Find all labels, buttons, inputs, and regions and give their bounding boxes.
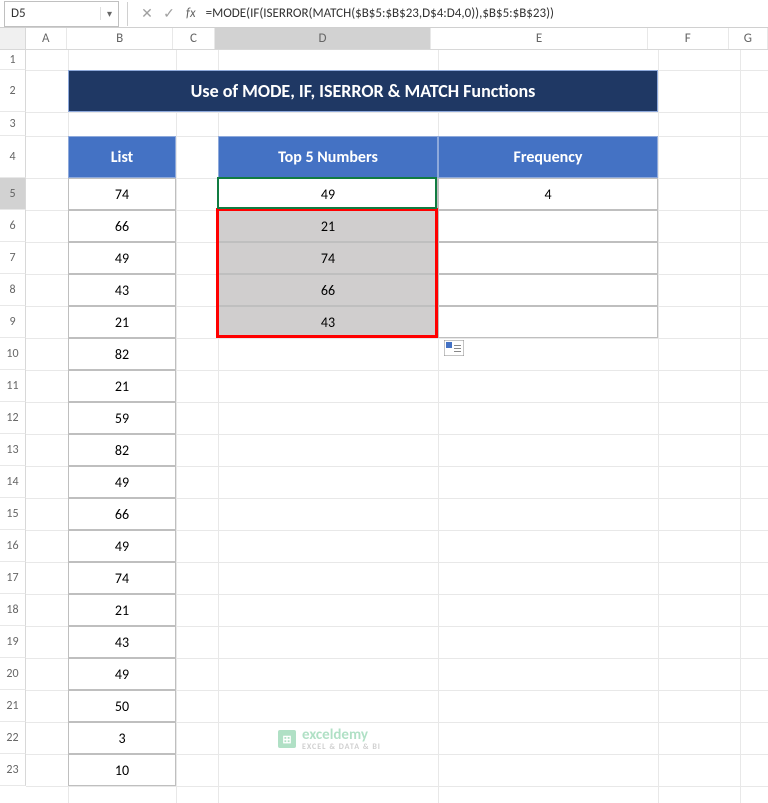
row-header-4[interactable]: 4 xyxy=(0,136,26,178)
top5-cell[interactable]: 74 xyxy=(218,242,438,274)
row-header-22[interactable]: 22 xyxy=(0,722,26,754)
col-header-G[interactable]: G xyxy=(729,28,768,49)
row-header-7[interactable]: 7 xyxy=(0,242,26,274)
col-header-D[interactable]: D xyxy=(215,28,432,49)
watermark: ⊞exceldemyEXCEL & DATA & BI xyxy=(278,726,381,752)
autofill-options-icon[interactable] xyxy=(444,340,464,356)
freq-cell-empty[interactable] xyxy=(438,242,658,274)
list-cell[interactable]: 49 xyxy=(68,466,176,498)
list-cell[interactable]: 59 xyxy=(68,402,176,434)
row-header-18[interactable]: 18 xyxy=(0,594,26,626)
select-all-corner[interactable] xyxy=(0,28,26,49)
table-header: List xyxy=(68,136,176,178)
top5-cell[interactable]: 21 xyxy=(218,210,438,242)
row-header-19[interactable]: 19 xyxy=(0,626,26,658)
formula-bar-input[interactable]: =MODE(IF(ISERROR(MATCH($B$5:$B$23,D$4:D4… xyxy=(202,6,554,21)
cells-container[interactable]: Use of MODE, IF, ISERROR & MATCH Functio… xyxy=(26,50,768,803)
top5-cell[interactable]: 66 xyxy=(218,274,438,306)
name-box[interactable]: D5 ▾ xyxy=(4,1,119,27)
list-cell[interactable]: 50 xyxy=(68,690,176,722)
list-cell[interactable]: 66 xyxy=(68,498,176,530)
separator xyxy=(127,2,128,26)
row-header-12[interactable]: 12 xyxy=(0,402,26,434)
cancel-icon[interactable]: ✕ xyxy=(136,5,158,22)
spreadsheet-area: ABCDEFG 12345678910111213141516171819202… xyxy=(0,28,768,803)
row-header-1[interactable]: 1 xyxy=(0,50,26,70)
freq-cell-empty[interactable] xyxy=(438,306,658,338)
row-header-21[interactable]: 21 xyxy=(0,690,26,722)
name-box-value: D5 xyxy=(5,6,100,21)
row-header-9[interactable]: 9 xyxy=(0,306,26,338)
formula-bar-row: D5 ▾ ✕ ✓ fx =MODE(IF(ISERROR(MATCH($B$5:… xyxy=(0,0,768,28)
list-cell[interactable]: 21 xyxy=(68,306,176,338)
row-headers: 1234567891011121314151617181920212223 xyxy=(0,50,26,803)
list-cell[interactable]: 3 xyxy=(68,722,176,754)
list-cell[interactable]: 82 xyxy=(68,434,176,466)
freq-cell-empty[interactable] xyxy=(438,210,658,242)
col-header-A[interactable]: A xyxy=(26,28,67,49)
fx-icon[interactable]: fx xyxy=(186,6,196,21)
col-header-F[interactable]: F xyxy=(648,28,729,49)
list-cell[interactable]: 49 xyxy=(68,658,176,690)
row-header-15[interactable]: 15 xyxy=(0,498,26,530)
list-cell[interactable]: 82 xyxy=(68,338,176,370)
list-cell[interactable]: 49 xyxy=(68,530,176,562)
list-cell[interactable]: 21 xyxy=(68,594,176,626)
row-header-8[interactable]: 8 xyxy=(0,274,26,306)
name-box-dropdown-icon[interactable]: ▾ xyxy=(100,7,118,20)
list-cell[interactable]: 66 xyxy=(68,210,176,242)
row-header-17[interactable]: 17 xyxy=(0,562,26,594)
row-header-13[interactable]: 13 xyxy=(0,434,26,466)
top5-cell[interactable]: 49 xyxy=(218,178,438,210)
list-cell[interactable]: 43 xyxy=(68,274,176,306)
grid-body: 1234567891011121314151617181920212223 Us… xyxy=(0,50,768,803)
title-banner: Use of MODE, IF, ISERROR & MATCH Functio… xyxy=(68,70,658,112)
row-header-10[interactable]: 10 xyxy=(0,338,26,370)
row-header-14[interactable]: 14 xyxy=(0,466,26,498)
enter-icon[interactable]: ✓ xyxy=(158,5,180,22)
row-header-20[interactable]: 20 xyxy=(0,658,26,690)
table-header: Top 5 Numbers xyxy=(218,136,438,178)
row-header-5[interactable]: 5 xyxy=(0,178,26,210)
col-header-B[interactable]: B xyxy=(67,28,173,49)
list-cell[interactable]: 49 xyxy=(68,242,176,274)
list-cell[interactable]: 21 xyxy=(68,370,176,402)
row-header-11[interactable]: 11 xyxy=(0,370,26,402)
row-header-23[interactable]: 23 xyxy=(0,754,26,786)
top5-cell[interactable]: 43 xyxy=(218,306,438,338)
freq-cell[interactable]: 4 xyxy=(438,178,658,210)
col-header-E[interactable]: E xyxy=(431,28,648,49)
col-header-C[interactable]: C xyxy=(173,28,214,49)
list-cell[interactable]: 10 xyxy=(68,754,176,786)
list-cell[interactable]: 74 xyxy=(68,178,176,210)
list-cell[interactable]: 74 xyxy=(68,562,176,594)
row-header-16[interactable]: 16 xyxy=(0,530,26,562)
freq-cell-empty[interactable] xyxy=(438,274,658,306)
column-headers: ABCDEFG xyxy=(0,28,768,50)
row-header-2[interactable]: 2 xyxy=(0,70,26,112)
list-cell[interactable]: 43 xyxy=(68,626,176,658)
row-header-6[interactable]: 6 xyxy=(0,210,26,242)
table-header: Frequency xyxy=(438,136,658,178)
row-header-3[interactable]: 3 xyxy=(0,112,26,136)
